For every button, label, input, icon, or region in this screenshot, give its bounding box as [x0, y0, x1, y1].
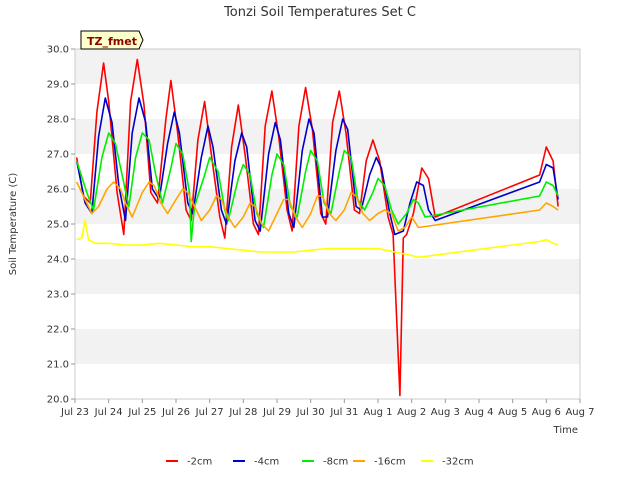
- y-tick-label: 27.0: [47, 150, 69, 161]
- x-tick-label: Jul 30: [296, 407, 325, 418]
- y-tick-label: 24.0: [47, 255, 69, 266]
- legend: -2cm -4cm -8cm -16cm -32cm: [166, 457, 474, 468]
- x-tick-label: Aug 1: [363, 407, 392, 418]
- y-axis-title: Soil Temperature (C): [8, 173, 19, 276]
- grid-band: [75, 329, 580, 364]
- y-tick-label: 28.0: [47, 115, 69, 126]
- x-tick-label: Jul 27: [195, 407, 224, 418]
- y-axis: 20.0 21.0 22.0 23.0 24.0 25.0 26.0 27.0 28.0 29.0…: [47, 45, 75, 406]
- y-tick-label: 22.0: [47, 325, 69, 336]
- x-tick-label: Jul 25: [127, 407, 156, 418]
- x-tick-label: Aug 3: [431, 407, 460, 418]
- y-tick-label: 20.0: [47, 395, 69, 406]
- grid-band: [75, 119, 580, 154]
- x-tick-label: Jul 26: [161, 407, 190, 418]
- series-lines: [75, 58, 559, 397]
- y-tick-label: 29.0: [47, 80, 69, 91]
- x-tick-label: Aug 5: [498, 407, 527, 418]
- y-tick-label: 21.0: [47, 360, 69, 371]
- legend-label: -4cm: [254, 457, 279, 468]
- series-line-8cm: [75, 132, 559, 243]
- grid-band: [75, 259, 580, 294]
- x-tick-label: Aug 7: [565, 407, 594, 418]
- annotation-label: TZ_fmet: [87, 35, 137, 48]
- series-line-2cm: [75, 58, 559, 397]
- legend-label: -2cm: [187, 457, 212, 468]
- x-tick-label: Jul 23: [60, 407, 89, 418]
- x-tick-label: Jul 28: [228, 407, 257, 418]
- series-line-16cm: [75, 181, 559, 232]
- chart-title: Tonzi Soil Temperatures Set C: [223, 5, 416, 20]
- grid-band: [75, 49, 580, 84]
- legend-label: -16cm: [374, 457, 406, 468]
- x-axis: Jul 23 Jul 24 Jul 25 Jul 26 Jul 27 Jul 28 Jul …: [60, 399, 595, 418]
- x-axis-title: Time: [553, 425, 578, 436]
- x-tick-label: Jul 29: [262, 407, 291, 418]
- series-line-4cm: [75, 97, 559, 236]
- series-line-32cm: [76, 219, 559, 259]
- x-tick-label: Jul 31: [329, 407, 358, 418]
- legend-label: -32cm: [442, 457, 474, 468]
- x-tick-label: Jul 24: [94, 407, 123, 418]
- y-tick-label: 23.0: [47, 290, 69, 301]
- x-tick-label: Aug 2: [397, 407, 426, 418]
- y-tick-label: 25.0: [47, 220, 69, 231]
- legend-label: -8cm: [323, 457, 348, 468]
- y-tick-label: 30.0: [47, 45, 69, 56]
- grid-bands: [75, 49, 580, 364]
- annotation-box: [80, 30, 144, 50]
- x-tick-label: Aug 4: [464, 407, 493, 418]
- x-tick-label: Aug 6: [532, 407, 561, 418]
- annotation-tag: TZ_fmet: [80, 30, 144, 50]
- y-tick-label: 26.0: [47, 185, 69, 196]
